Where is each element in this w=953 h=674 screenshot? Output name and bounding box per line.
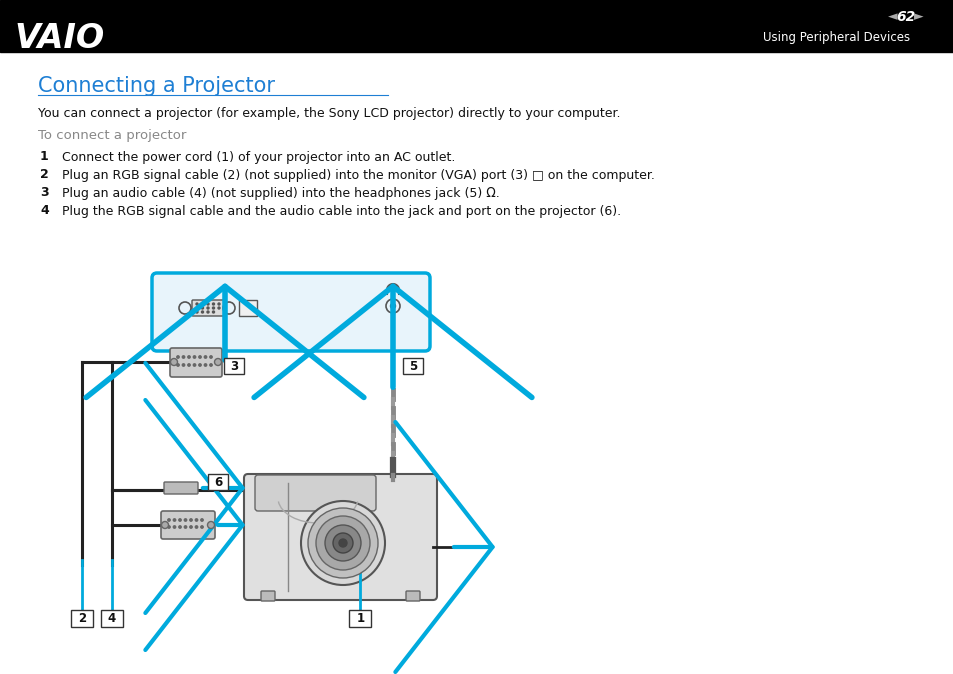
Circle shape — [190, 526, 192, 528]
Circle shape — [201, 307, 203, 309]
FancyBboxPatch shape — [402, 358, 422, 374]
Circle shape — [213, 303, 214, 305]
Text: 3: 3 — [230, 359, 238, 373]
Circle shape — [176, 356, 179, 358]
Circle shape — [188, 356, 190, 358]
Circle shape — [182, 356, 185, 358]
Circle shape — [195, 307, 198, 309]
Circle shape — [168, 526, 170, 528]
Text: 2: 2 — [78, 612, 86, 625]
Circle shape — [171, 359, 177, 365]
Text: 6: 6 — [213, 475, 222, 489]
Text: Plug an RGB signal cable (2) (not supplied) into the monitor (VGA) port (3) □ on: Plug an RGB signal cable (2) (not suppli… — [62, 168, 654, 181]
Circle shape — [207, 307, 209, 309]
Circle shape — [200, 519, 203, 521]
Circle shape — [325, 525, 360, 561]
Circle shape — [204, 364, 207, 366]
Text: Plug an audio cable (4) (not supplied) into the headphones jack (5) Ω.: Plug an audio cable (4) (not supplied) i… — [62, 187, 499, 200]
FancyBboxPatch shape — [244, 474, 436, 600]
FancyBboxPatch shape — [101, 610, 123, 627]
Circle shape — [182, 364, 185, 366]
Circle shape — [213, 311, 214, 313]
Circle shape — [207, 303, 209, 305]
Circle shape — [184, 519, 187, 521]
FancyBboxPatch shape — [349, 610, 371, 627]
Circle shape — [188, 364, 190, 366]
FancyBboxPatch shape — [71, 610, 92, 627]
Circle shape — [218, 303, 220, 305]
Circle shape — [338, 539, 347, 547]
Circle shape — [173, 526, 175, 528]
FancyBboxPatch shape — [161, 511, 214, 539]
Circle shape — [198, 356, 201, 358]
Circle shape — [301, 501, 385, 585]
Text: ►: ► — [913, 11, 923, 24]
Text: Connect the power cord (1) of your projector into an AC outlet.: Connect the power cord (1) of your proje… — [62, 150, 455, 164]
Circle shape — [210, 364, 212, 366]
Circle shape — [178, 519, 181, 521]
Circle shape — [200, 526, 203, 528]
Circle shape — [333, 533, 353, 553]
Text: Plug the RGB signal cable and the audio cable into the jack and port on the proj: Plug the RGB signal cable and the audio … — [62, 204, 620, 218]
Circle shape — [214, 359, 221, 365]
Circle shape — [168, 519, 170, 521]
Text: 3: 3 — [40, 187, 49, 200]
Text: Connecting a Projector: Connecting a Projector — [38, 76, 274, 96]
Text: Using Peripheral Devices: Using Peripheral Devices — [762, 32, 909, 44]
Text: 1: 1 — [356, 612, 364, 625]
FancyBboxPatch shape — [164, 482, 198, 494]
Text: You can connect a projector (for example, the Sony LCD projector) directly to yo: You can connect a projector (for example… — [38, 107, 619, 121]
Text: 4: 4 — [40, 204, 49, 218]
Circle shape — [173, 519, 175, 521]
Text: 62: 62 — [896, 10, 915, 24]
Circle shape — [193, 356, 195, 358]
FancyBboxPatch shape — [254, 475, 375, 511]
Circle shape — [190, 519, 192, 521]
Circle shape — [195, 303, 198, 305]
Bar — [0, 0, 953, 52]
Circle shape — [201, 311, 203, 313]
FancyBboxPatch shape — [261, 591, 274, 601]
FancyBboxPatch shape — [406, 591, 419, 601]
FancyBboxPatch shape — [224, 358, 244, 374]
Circle shape — [315, 516, 370, 570]
Circle shape — [201, 303, 203, 305]
Circle shape — [208, 522, 214, 528]
Text: 2: 2 — [40, 168, 49, 181]
FancyBboxPatch shape — [170, 348, 222, 377]
Circle shape — [161, 522, 169, 528]
Text: ◄: ◄ — [887, 11, 897, 24]
Circle shape — [193, 364, 195, 366]
FancyBboxPatch shape — [152, 273, 430, 351]
Circle shape — [390, 303, 395, 309]
Circle shape — [210, 356, 212, 358]
FancyBboxPatch shape — [208, 474, 228, 490]
Circle shape — [308, 508, 377, 578]
Text: 1: 1 — [40, 150, 49, 164]
Text: 4: 4 — [108, 612, 116, 625]
Text: To connect a projector: To connect a projector — [38, 129, 186, 142]
Circle shape — [213, 307, 214, 309]
Circle shape — [184, 526, 187, 528]
Circle shape — [198, 364, 201, 366]
Circle shape — [195, 526, 197, 528]
Text: 5: 5 — [409, 359, 416, 373]
Bar — [239, 300, 256, 316]
Text: VAIO: VAIO — [14, 22, 104, 55]
Circle shape — [195, 519, 197, 521]
Circle shape — [218, 307, 220, 309]
Circle shape — [195, 311, 198, 313]
FancyBboxPatch shape — [192, 300, 226, 316]
Circle shape — [176, 364, 179, 366]
Circle shape — [178, 526, 181, 528]
Circle shape — [207, 311, 209, 313]
Circle shape — [204, 356, 207, 358]
